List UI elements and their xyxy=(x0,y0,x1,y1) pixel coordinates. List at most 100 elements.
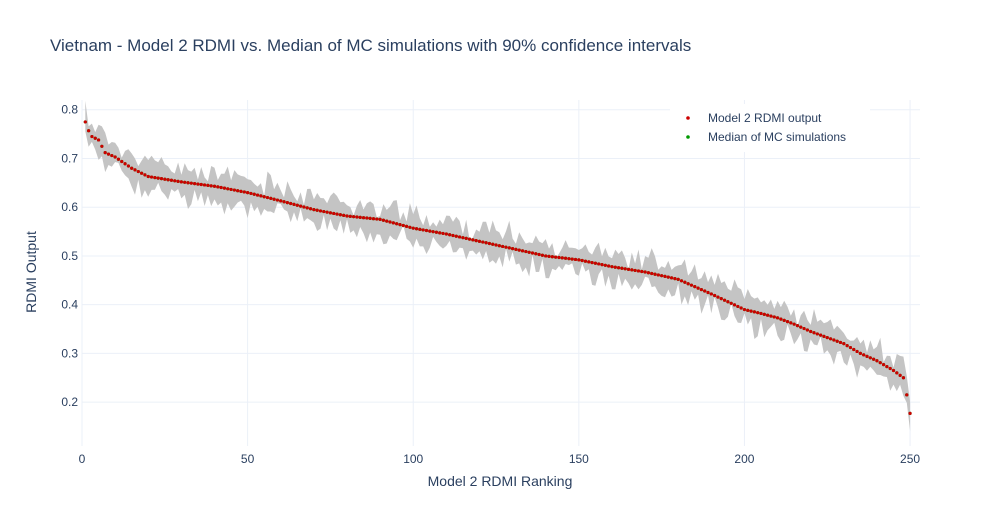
model-output-point xyxy=(318,209,323,213)
model-output-point xyxy=(461,236,465,240)
model-output-point xyxy=(557,255,561,260)
model-output-point xyxy=(527,250,531,254)
legend[interactable]: Model 2 RDMI output Median of MC simulat… xyxy=(670,104,870,152)
model-output-point xyxy=(881,363,886,367)
model-output-point xyxy=(222,186,227,190)
model-output-point xyxy=(862,353,866,357)
model-output-point xyxy=(405,224,409,229)
model-output-point xyxy=(613,265,617,269)
model-output-point xyxy=(898,373,902,377)
model-output-point xyxy=(716,295,720,299)
model-output-point xyxy=(699,287,703,292)
model-output-point xyxy=(769,314,773,318)
model-output-point xyxy=(143,173,147,177)
model-output-point xyxy=(653,272,657,276)
model-output-point xyxy=(83,120,87,124)
model-output-point xyxy=(295,203,299,207)
model-output-point xyxy=(891,368,896,373)
model-output-point xyxy=(189,181,193,185)
x-tick-labels: 0 50 100 150 200 250 xyxy=(79,452,921,466)
model-output-point xyxy=(236,189,240,193)
model-output-point xyxy=(580,258,584,263)
model-output-point xyxy=(385,219,389,223)
model-output-point xyxy=(855,349,859,354)
model-output-point xyxy=(471,238,475,242)
model-output-point xyxy=(719,297,723,301)
model-output-point xyxy=(166,178,170,182)
model-output-point xyxy=(87,129,91,133)
model-output-point xyxy=(348,214,352,218)
legend-marker-mc-median xyxy=(686,135,690,139)
model-output-point xyxy=(345,214,349,218)
model-output-point xyxy=(852,347,856,352)
model-output-point xyxy=(875,359,879,363)
model-output-point xyxy=(457,235,462,239)
model-output-point xyxy=(517,248,521,252)
model-output-point xyxy=(153,175,157,180)
legend-label-model-output[interactable]: Model 2 RDMI output xyxy=(708,111,822,125)
model-output-point xyxy=(414,227,419,231)
model-output-point xyxy=(888,366,892,371)
y-tick-label: 0.7 xyxy=(61,151,78,165)
model-output-point xyxy=(421,228,425,232)
model-output-point xyxy=(772,315,776,319)
model-output-point xyxy=(487,241,492,246)
model-output-point xyxy=(593,261,597,265)
model-output-point xyxy=(782,318,786,322)
model-output-point xyxy=(481,240,485,244)
model-output-point xyxy=(590,260,594,265)
model-output-point xyxy=(607,264,611,268)
model-output-point xyxy=(597,262,601,266)
model-output-point xyxy=(491,242,495,246)
model-output-point xyxy=(560,256,564,260)
model-output-point xyxy=(752,310,756,314)
model-output-point xyxy=(623,267,627,271)
model-output-point xyxy=(209,184,213,188)
model-output-point xyxy=(474,238,478,243)
model-output-point xyxy=(895,371,899,375)
model-output-point xyxy=(282,200,286,204)
model-output-point xyxy=(239,189,243,193)
model-output-point xyxy=(616,266,621,270)
model-output-point xyxy=(179,180,183,184)
model-output-point xyxy=(116,157,121,161)
model-output-point xyxy=(838,340,843,345)
model-output-point xyxy=(193,182,197,186)
model-output-point xyxy=(683,280,687,284)
model-output-point xyxy=(464,236,468,240)
model-output-point xyxy=(570,257,574,261)
model-output-point xyxy=(825,335,829,340)
model-output-point xyxy=(269,196,273,200)
model-output-point xyxy=(610,265,614,269)
model-output-point xyxy=(858,351,862,356)
model-output-point xyxy=(540,253,545,257)
model-output-point xyxy=(352,215,356,219)
model-output-point xyxy=(302,205,306,209)
model-output-point xyxy=(292,202,296,206)
model-output-point xyxy=(746,308,750,312)
model-output-point xyxy=(646,271,650,275)
model-output-point xyxy=(289,201,293,206)
model-output-point xyxy=(587,260,591,264)
model-output-point xyxy=(845,344,849,348)
model-output-point xyxy=(308,207,313,211)
model-output-point xyxy=(299,204,303,208)
model-output-point xyxy=(630,268,634,272)
model-output-point xyxy=(265,195,270,200)
model-output-point xyxy=(371,217,376,221)
model-output-point xyxy=(408,225,412,229)
model-output-point xyxy=(428,229,432,233)
legend-label-mc-median[interactable]: Median of MC simulations xyxy=(708,130,846,144)
model-output-point xyxy=(388,220,392,224)
model-output-point xyxy=(812,331,816,335)
model-output-point xyxy=(726,300,730,304)
model-output-point xyxy=(368,216,372,220)
model-output-point xyxy=(693,285,697,289)
model-output-point xyxy=(669,276,674,280)
model-output-point xyxy=(100,144,104,148)
model-output-point xyxy=(246,190,250,195)
model-output-point xyxy=(795,324,800,328)
model-output-point xyxy=(663,274,667,279)
